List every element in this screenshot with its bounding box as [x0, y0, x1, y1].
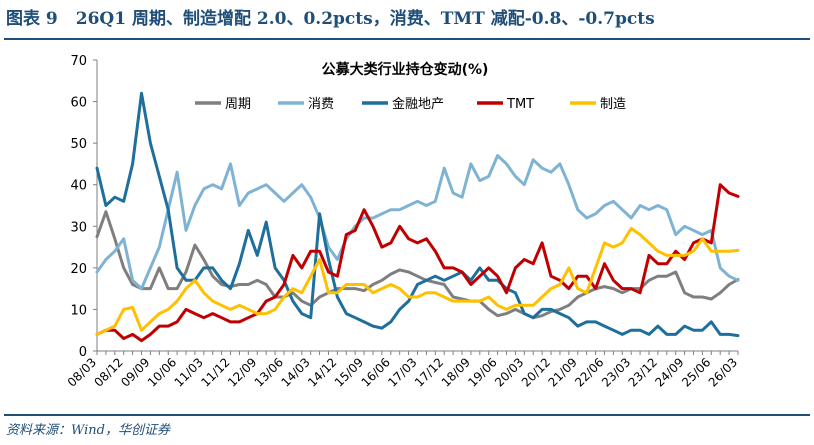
legend-label: 消费	[308, 97, 334, 112]
x-tick-label: 20/03	[492, 355, 526, 389]
series-line-4	[95, 183, 740, 343]
y-tick-label: 10	[70, 303, 87, 318]
x-tick-label: 23/03	[599, 355, 633, 389]
x-tick-label: 25/06	[679, 355, 713, 389]
x-tick-label: 22/06	[572, 355, 606, 389]
header-rule	[4, 38, 810, 40]
x-tick-label: 08/03	[65, 355, 99, 389]
figure-title-text: 26Q1 周期、制造增配 2.0、0.2pcts，消费、TMT 减配-0.8、-…	[75, 9, 655, 29]
series-line-3	[95, 91, 740, 338]
x-tick-label: 23/12	[626, 355, 660, 389]
x-tick-label: 26/03	[706, 355, 740, 389]
chart-title: 公募大类行业持仓变动(%)	[322, 61, 489, 78]
chart-legend: 周期 消费 金融地产 TMT 制造	[195, 96, 626, 112]
series-line-5	[95, 226, 740, 336]
figure-number: 图表 9	[6, 9, 58, 29]
x-tick-label: 11/03	[172, 355, 206, 389]
x-tick-label: 16/06	[359, 355, 393, 389]
x-tick-label: 11/12	[198, 355, 232, 389]
y-tick-label: 70	[70, 54, 87, 69]
y-tick-label: 20	[70, 262, 87, 277]
legend-label: 制造	[600, 97, 626, 112]
x-tick-label: 10/06	[145, 355, 179, 389]
y-tick-label: 0	[79, 345, 87, 360]
x-tick-label: 14/03	[278, 355, 312, 389]
x-tick-label: 19/06	[465, 355, 499, 389]
series-line-1	[95, 210, 740, 320]
figure-title: 图表 9 26Q1 周期、制造增配 2.0、0.2pcts，消费、TMT 减配-0…	[6, 4, 806, 34]
x-tick-label: 21/09	[546, 355, 580, 389]
x-tick-label: 09/09	[118, 355, 152, 389]
x-tick-label: 08/12	[91, 355, 125, 389]
x-tick-label: 17/03	[385, 355, 419, 389]
x-tick-label: 15/09	[332, 355, 366, 389]
y-tick-label: 30	[70, 220, 87, 235]
x-tick-label: 20/12	[519, 355, 553, 389]
x-tick-label: 18/09	[439, 355, 473, 389]
x-tick-label: 17/12	[412, 355, 446, 389]
x-tick-label: 13/06	[252, 355, 286, 389]
y-tick-label: 40	[70, 179, 87, 194]
footer-rule	[4, 414, 810, 416]
legend-label: 周期	[225, 97, 251, 112]
y-tick-label: 60	[70, 96, 87, 111]
x-tick-label: 12/09	[225, 355, 259, 389]
series-line-2	[95, 154, 740, 291]
y-tick-label: 50	[70, 137, 87, 152]
x-tick-label: 24/09	[652, 355, 686, 389]
legend-label: TMT	[506, 97, 534, 112]
x-tick-label: 14/12	[305, 355, 339, 389]
chart-plot-area	[95, 91, 740, 343]
source-note: 资料来源：Wind，华创证券	[6, 423, 170, 438]
legend-label: 金融地产	[392, 96, 444, 112]
